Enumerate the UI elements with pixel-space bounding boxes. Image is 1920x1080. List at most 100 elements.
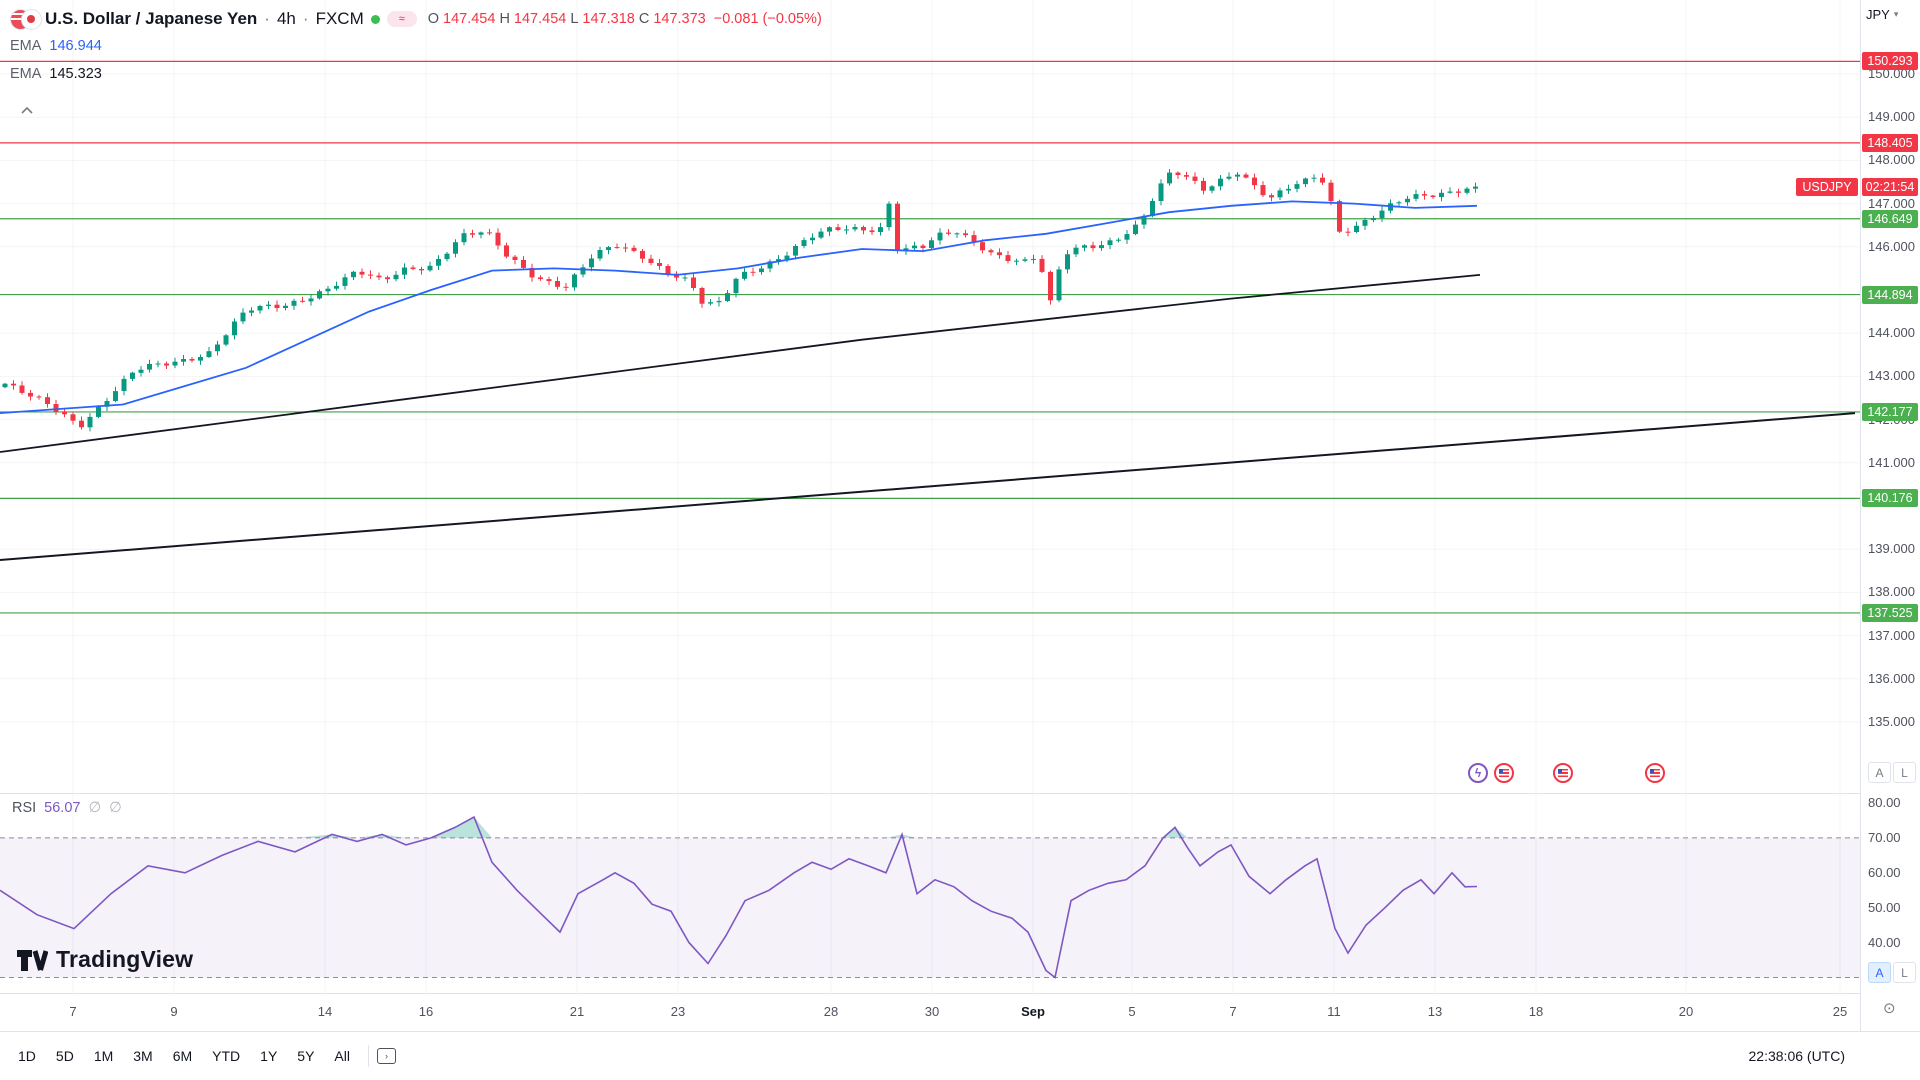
rsi-legend: RSI 56.07 ∅ ∅ [12,800,122,816]
high-label: H [499,11,510,27]
price-axis[interactable]: A L A L ⊙ 150.000 149.000 148.000 147.000 14… [1860,0,1920,1031]
countdown-badge: 02:21:54 [1862,178,1918,197]
rsi-empty-value: ∅ [88,800,102,816]
news-lightning-icon[interactable]: ϟ [1468,763,1488,783]
price-tick: 141.000 [1868,454,1915,470]
chevron-up-icon [21,106,33,114]
indicator-value: 146.944 [49,38,102,54]
time-tick: 7 [1229,1004,1237,1019]
us-flag-icon [1499,769,1509,777]
toolbar-divider [367,1045,369,1067]
price-tick: 149.000 [1868,109,1915,125]
economic-event-flag-icon[interactable] [1553,763,1573,783]
range-button-6m[interactable]: 6M [172,1048,193,1064]
price-tick: 136.000 [1868,670,1915,686]
currency-dropdown[interactable]: JPY ▾ [1866,7,1898,22]
market-open-icon [370,14,380,24]
range-button-1y[interactable]: 1Y [260,1048,278,1064]
indicator-value: 145.323 [49,66,102,82]
price-level-badge[interactable]: 142.177 [1862,402,1918,421]
symbol-row: U.S. Dollar / Japanese Yen · 4h · FXCM ≈… [10,6,822,32]
symbol-title[interactable]: U.S. Dollar / Japanese Yen [45,9,258,28]
indicator-label: EMA [10,66,42,82]
tradingview-watermark[interactable]: TradingView [16,946,193,973]
time-tick: 21 [569,1004,585,1019]
timeframe-label[interactable]: 4h [276,9,296,28]
time-tick: 7 [69,1004,77,1019]
rsi-tick: 50.00 [1868,899,1901,915]
price-level-badge[interactable]: 150.293 [1862,52,1918,71]
watermark-text: TradingView [56,946,194,972]
data-delay-badge[interactable]: ≈ [386,11,417,27]
clock[interactable]: 22:38:06 (UTC) [1748,1048,1845,1064]
low-label: L [570,11,579,27]
time-tick: 28 [823,1004,839,1019]
auto-scale-button[interactable]: A [1868,762,1891,783]
price-level-badge[interactable]: 137.525 [1862,603,1918,622]
chart-legend: U.S. Dollar / Japanese Yen · 4h · FXCM ≈… [10,6,822,88]
collapse-legend-button[interactable] [16,100,38,120]
time-tick: 5 [1128,1004,1136,1019]
price-level-badge[interactable]: 148.405 [1862,133,1918,152]
symbol-logo-icon[interactable] [10,8,42,30]
time-tick: 13 [1427,1004,1443,1019]
time-tick: 30 [924,1004,940,1019]
go-to-date-button[interactable]: › [376,1048,396,1064]
indicator-legend: EMA 146.944 EMA 145.323 [10,32,822,88]
time-tick: 18 [1528,1004,1544,1019]
economic-event-flag-icon[interactable] [1645,763,1665,783]
pane-divider[interactable] [0,793,1920,794]
separator: · [264,9,270,28]
rsi-value: 56.07 [44,800,81,816]
range-button-5d[interactable]: 5D [55,1048,74,1064]
exchange-label[interactable]: FXCM [315,9,364,28]
range-button-3m[interactable]: 3M [133,1048,153,1064]
rsi-auto-scale-button[interactable]: A [1868,962,1891,983]
indicator-row-ema-1[interactable]: EMA 145.323 [10,60,822,88]
price-tick: 146.000 [1868,238,1915,254]
rsi-label[interactable]: RSI [12,800,37,816]
low-value: 147.318 [582,11,635,27]
price-tick: 135.000 [1868,714,1915,729]
log-scale-button[interactable]: L [1893,762,1916,783]
price-level-badge[interactable]: 144.894 [1862,285,1918,304]
us-flag-icon [1558,769,1568,777]
indicator-row-ema-0[interactable]: EMA 146.944 [10,32,822,60]
current-symbol-badge: USDJPY [1796,178,1858,197]
bottom-toolbar: 1D 5D 1M 3M 6M YTD 1Y 5Y All › 22:38:06 (UTC) [0,1031,1920,1080]
time-tick: Sep [1021,1004,1045,1019]
price-tick: 137.000 [1868,627,1915,643]
price-level-badge[interactable]: 140.176 [1862,489,1918,508]
japan-flag-icon [21,9,42,30]
scales-settings-icon[interactable]: ⊙ [1883,1000,1896,1017]
rsi-empty-value: ∅ [109,800,122,816]
rsi-tick: 70.00 [1868,829,1901,845]
price-chart-canvas[interactable] [0,0,1860,993]
rsi-tick: 60.00 [1868,864,1901,880]
rsi-log-scale-button[interactable]: L [1893,962,1916,983]
time-tick: 25 [1832,1004,1848,1019]
range-buttons: 1D 5D 1M 3M 6M YTD 1Y 5Y All [8,1043,360,1069]
time-tick: 11 [1327,1004,1341,1019]
high-value: 147.454 [513,11,567,27]
time-tick: 23 [670,1004,686,1019]
range-button-1m[interactable]: 1M [93,1048,114,1064]
time-tick: 16 [418,1004,434,1019]
open-value: 147.454 [443,11,496,27]
range-button-ytd[interactable]: YTD [212,1048,241,1064]
range-button-1d[interactable]: 1D [18,1048,36,1064]
rsi-tick: 40.00 [1868,934,1901,950]
currency-label: JPY [1866,7,1890,22]
open-label: O [427,11,440,27]
price-tick: 144.000 [1868,325,1915,341]
range-button-all[interactable]: All [334,1048,350,1064]
tradingview-logo-icon [17,950,48,971]
price-level-badge[interactable]: 146.649 [1862,209,1918,228]
ohlc-readout: O 147.454 H 147.454 L 147.318 C 147.373 … [428,11,822,27]
time-axis[interactable]: 7 9 14 16 21 23 28 30 Sep 5 7 11 13 18 20 25 [0,993,1860,1032]
range-button-5y[interactable]: 5Y [297,1048,315,1064]
economic-event-flag-icon[interactable] [1494,763,1514,783]
change-value: −0.081 (−0.05%) [713,11,822,27]
close-value: 147.373 [653,11,706,27]
